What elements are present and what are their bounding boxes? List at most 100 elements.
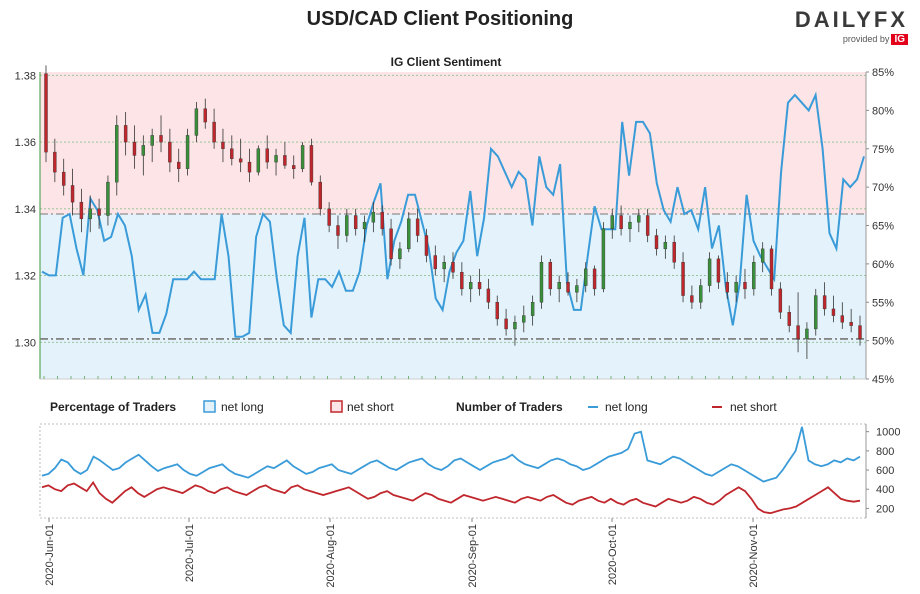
candle-body — [256, 148, 261, 173]
candle-body — [141, 145, 146, 156]
price-tick-label: 1.36 — [15, 137, 36, 149]
candle-body — [345, 215, 349, 236]
percent-tick-label: 70% — [872, 182, 894, 194]
short-zone-bg — [40, 72, 866, 214]
candle-body — [530, 302, 535, 316]
candle-body — [159, 135, 163, 143]
candle-body — [513, 322, 517, 330]
candle-body — [760, 248, 765, 263]
candle-body — [106, 181, 110, 216]
candle-body — [442, 262, 446, 270]
candle-body — [327, 208, 331, 226]
candle-body — [663, 241, 668, 250]
x-axis-label: 2020-Jun-01 — [44, 524, 56, 586]
candle-body — [539, 262, 544, 303]
provided-by-label: provided by — [842, 34, 890, 44]
candle-body — [292, 165, 296, 169]
x-axis-label: 2020-Oct-01 — [607, 524, 619, 585]
candle-body — [300, 145, 305, 169]
candle-body — [796, 325, 800, 340]
page-title: USD/CAD Client Positioning — [306, 8, 574, 30]
dailyfx-logo: DAILYFX provided by IG — [795, 8, 908, 45]
candle-body — [283, 155, 287, 166]
candle-body — [504, 318, 508, 330]
candle-body — [70, 185, 75, 203]
candle-body — [858, 325, 862, 340]
x-axis-label: 2020-Aug-01 — [325, 524, 337, 588]
candle-body — [592, 268, 597, 290]
candle-body — [769, 248, 774, 290]
candle-body — [566, 282, 570, 293]
percent-tick-label: 75% — [872, 144, 894, 156]
candle-body — [654, 235, 659, 250]
legend-short-swatch — [330, 400, 343, 413]
legend-pct-long: net long — [221, 400, 264, 414]
candle-body — [734, 282, 738, 293]
candle-body — [645, 215, 650, 236]
legend-num-title: Number of Traders — [456, 400, 563, 414]
price-tick-label: 1.32 — [15, 271, 36, 283]
candle-body — [840, 315, 845, 323]
traders-tick-label: 200 — [876, 503, 894, 515]
legend-num-short: net short — [730, 400, 777, 414]
candle-body — [230, 148, 234, 159]
candle-body — [477, 282, 482, 290]
candle-body — [398, 248, 402, 260]
traders-tick-label: 800 — [876, 446, 894, 458]
candle-body — [619, 215, 623, 230]
candle-body — [849, 322, 853, 326]
candle-body — [371, 211, 376, 223]
traders-tick-label: 400 — [876, 484, 894, 496]
candle-body — [468, 282, 473, 290]
percent-tick-label: 80% — [872, 105, 894, 117]
candle-body — [460, 272, 464, 290]
candle-body — [424, 235, 429, 256]
candle-body — [407, 218, 411, 250]
candle-body — [53, 151, 57, 173]
candle-body — [150, 135, 154, 146]
candle-body — [495, 302, 499, 320]
candle-body — [336, 225, 340, 236]
candle-body — [690, 295, 694, 303]
candle-body — [548, 262, 553, 290]
traders-panel-frame — [39, 423, 867, 519]
traders-tick-label: 1000 — [876, 427, 900, 439]
candle-body — [212, 121, 216, 143]
price-tick-label: 1.34 — [15, 204, 36, 216]
candle-body — [699, 285, 703, 303]
provided-by: provided by IG — [795, 34, 908, 45]
legend-num-long: net long — [605, 400, 648, 414]
price-tick-label: 1.30 — [15, 337, 36, 349]
candle-body — [362, 221, 367, 230]
candle-body — [238, 158, 243, 163]
x-axis-label: 2020-Sep-01 — [467, 524, 479, 588]
traders-tick-label: 600 — [876, 465, 894, 477]
candle-body — [389, 228, 393, 260]
candle-body — [115, 125, 119, 183]
candle-body — [309, 145, 314, 183]
candle-body — [353, 215, 358, 230]
percent-tick-label: 55% — [872, 297, 894, 309]
candle-body — [97, 208, 101, 216]
candle-body — [44, 73, 48, 153]
candle-body — [584, 268, 588, 286]
candle-body — [814, 295, 818, 330]
ig-logo-icon: IG — [891, 34, 908, 45]
candle-body — [247, 161, 252, 173]
candle-body — [194, 108, 199, 136]
percent-tick-label: 45% — [872, 374, 894, 386]
candle-body — [415, 218, 420, 236]
candle-body — [61, 171, 66, 186]
percent-tick-label: 85% — [872, 67, 894, 79]
candle-body — [123, 125, 128, 143]
candle-body — [168, 141, 172, 163]
x-axis-label: 2020-Jul-01 — [184, 524, 196, 582]
candle-body — [681, 262, 685, 296]
sentiment-chart-title: IG Client Sentiment — [391, 55, 502, 69]
legend-long-swatch — [203, 400, 216, 413]
traders-net-long-line — [41, 426, 861, 483]
legend-pct-short: net short — [347, 400, 394, 414]
candle-body — [752, 262, 756, 290]
candle-body — [274, 155, 278, 163]
